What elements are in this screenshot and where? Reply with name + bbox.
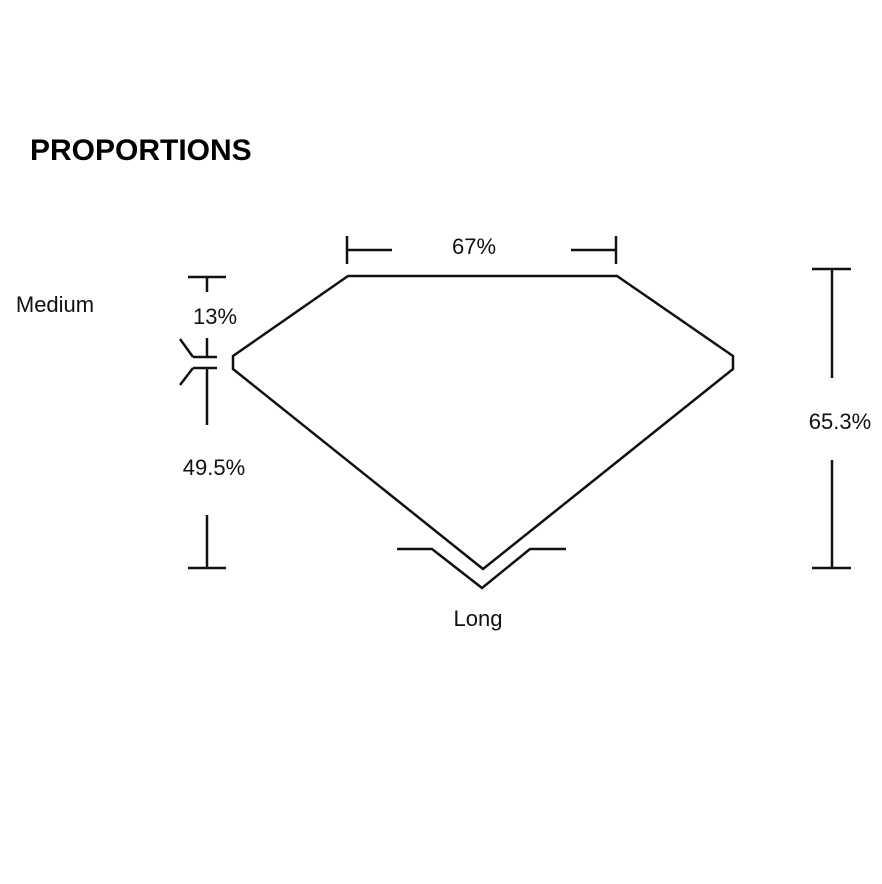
culet-label: Long xyxy=(454,606,503,631)
table-label: 67% xyxy=(452,234,496,259)
pavilion-label: 49.5% xyxy=(183,455,245,480)
culet-indicator: Long xyxy=(397,547,566,631)
girdle-label: Medium xyxy=(16,292,94,317)
crown-dimension: 13% xyxy=(178,275,237,359)
table-dimension: 67% xyxy=(345,234,618,264)
total-depth-label: 65.3% xyxy=(809,409,871,434)
diamond-outline xyxy=(231,274,735,571)
crown-label: 13% xyxy=(193,304,237,329)
girdle-dimension: Medium xyxy=(16,292,217,386)
diagram-title: PROPORTIONS xyxy=(30,134,252,167)
pavilion-dimension: 49.5% xyxy=(183,368,245,570)
total-depth-dimension: 65.3% xyxy=(809,267,871,570)
